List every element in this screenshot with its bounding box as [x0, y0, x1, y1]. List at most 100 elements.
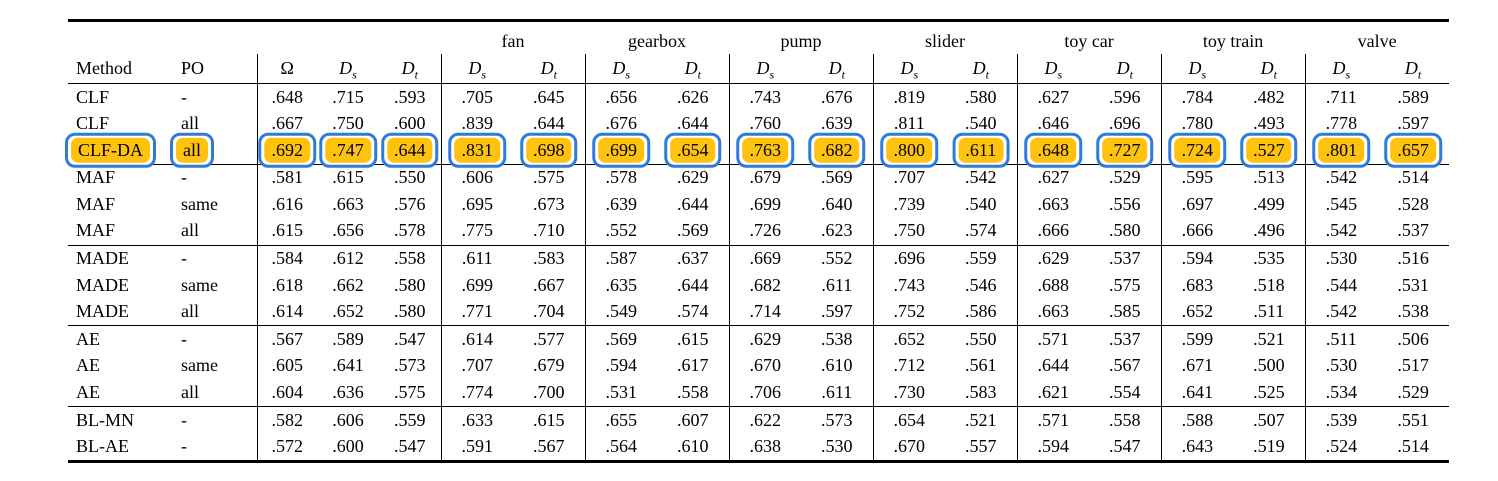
value-cell: .639 — [821, 113, 853, 134]
value-cell: .591 — [440, 433, 513, 462]
value-cell: .610 — [821, 355, 853, 376]
col-header-metric: Dt — [513, 54, 586, 84]
highlight-box: .699 — [592, 133, 651, 168]
value-cell: .599 — [1160, 325, 1234, 353]
value-cell: .622 — [728, 406, 802, 434]
col-header-metric: Ds — [1160, 54, 1234, 84]
value-cell: .511 — [1304, 325, 1378, 353]
col-header-metric: Dt — [657, 54, 730, 84]
table-row: AE same .605 .641 .573 .707 .679 .594 .617 .670 .6… — [68, 352, 1449, 380]
value-cell: .800 — [872, 133, 946, 168]
value-cell: .670 — [872, 433, 946, 462]
value-cell: .580 — [394, 301, 426, 322]
value-cell: .575 — [513, 163, 586, 192]
value-cell: .546 — [965, 274, 997, 295]
column-symbol: Dt — [684, 57, 701, 82]
value-cell: .557 — [965, 436, 997, 457]
value-cell: .673 — [533, 193, 565, 214]
value-cell: .597 — [821, 301, 853, 322]
value-cell: .682 — [801, 133, 873, 168]
value-cell: .521 — [1233, 325, 1306, 353]
value-cell: .667 — [256, 110, 317, 138]
value-cell: .554 — [1109, 382, 1141, 403]
value-cell: .607 — [657, 406, 730, 434]
value-cell: .763 — [728, 133, 802, 168]
col-header-method: Method — [68, 54, 173, 84]
col-header-metric: Dt — [801, 54, 874, 84]
value-cell: .705 — [440, 83, 513, 111]
value-cell: .752 — [872, 298, 946, 326]
value-cell: .547 — [394, 436, 426, 457]
col-header-metric: Dt — [379, 54, 441, 84]
value-cell: .775 — [440, 217, 513, 246]
value-cell: .641 — [1160, 379, 1234, 407]
value-cell: .558 — [1089, 406, 1162, 434]
value-cell: .572 — [256, 433, 317, 462]
value-cell: .611 — [821, 274, 853, 295]
value-cell: .552 — [801, 244, 874, 273]
col-header-metric: Ds — [872, 54, 946, 84]
value-cell: .537 — [1397, 220, 1429, 241]
value-cell: .610 — [677, 436, 709, 457]
value-cell: .648 — [256, 83, 317, 111]
column-symbol: Ds — [1332, 57, 1351, 82]
value-cell: .582 — [256, 406, 317, 434]
value-cell: .643 — [1160, 433, 1234, 462]
value-cell: .524 — [1304, 433, 1378, 462]
value-cell: .695 — [440, 191, 513, 218]
value-cell: .511 — [1253, 301, 1285, 322]
table-row: MAF - .581.615.550.606.575.578.629.679.569… — [68, 163, 1450, 192]
value-cell: .614 — [440, 325, 513, 353]
value-cell: .545 — [1304, 191, 1378, 218]
value-cell: .699 — [728, 191, 802, 218]
highlight-box: .801 — [1312, 133, 1371, 168]
po-cell: all — [181, 220, 199, 241]
table-row: AE all .604 .636 .575 .774 .700 .531 .558 .706 .61… — [68, 379, 1449, 407]
po-cell: - — [181, 436, 187, 457]
value-cell: .627 — [1016, 83, 1090, 111]
value-cell: .595 — [1160, 163, 1234, 192]
highlight-box: .763 — [736, 133, 795, 168]
value-cell: .493 — [1253, 113, 1285, 134]
highlight-fill: .727 — [1102, 138, 1148, 163]
value-cell: .538 — [1397, 301, 1429, 322]
column-symbol: Ω — [280, 57, 294, 78]
value-cell: .567 — [1109, 355, 1141, 376]
value-cell: .567 — [533, 436, 565, 457]
value-cell: .641 — [332, 355, 364, 376]
value-cell: .549 — [584, 298, 658, 326]
value-cell: .499 — [1253, 193, 1285, 214]
machine-group-header: toy car — [1064, 31, 1114, 52]
value-cell: .714 — [728, 298, 802, 326]
value-cell: .611 — [945, 133, 1017, 168]
machine-group-header-row: fan gearbox pump slider toy car toy train valv… — [68, 21, 1449, 55]
value-cell: .575 — [1109, 274, 1141, 295]
value-cell: .583 — [965, 382, 997, 403]
highlight-box: .611 — [952, 133, 1010, 168]
value-cell: .666 — [1016, 217, 1090, 246]
value-cell: .538 — [801, 325, 874, 353]
value-cell: .724 — [1160, 133, 1234, 168]
value-cell: .707 — [872, 163, 946, 192]
column-symbol: Dt — [972, 57, 989, 82]
value-cell: .530 — [1304, 352, 1378, 380]
col-header-metric: Ω — [256, 54, 317, 84]
value-cell: .556 — [1109, 193, 1141, 214]
value-cell: .594 — [584, 352, 658, 380]
value-cell: .540 — [965, 113, 997, 134]
value-cell: .710 — [533, 220, 565, 241]
value-cell: .514 — [1377, 163, 1450, 192]
value-cell: .726 — [728, 217, 802, 246]
value-cell: .801 — [1304, 133, 1378, 168]
value-cell: .583 — [513, 244, 586, 273]
value-cell: .537 — [1089, 325, 1162, 353]
value-cell: .615 — [513, 406, 586, 434]
value-cell: .550 — [945, 325, 1018, 353]
value-cell: .589 — [317, 325, 379, 353]
value-cell: .635 — [584, 272, 658, 299]
highlight-fill: .657 — [1390, 138, 1436, 163]
value-cell: .750 — [332, 113, 364, 134]
column-symbol: Dt — [1404, 57, 1422, 82]
value-cell: .580 — [965, 86, 997, 107]
header-spacer — [68, 21, 441, 55]
